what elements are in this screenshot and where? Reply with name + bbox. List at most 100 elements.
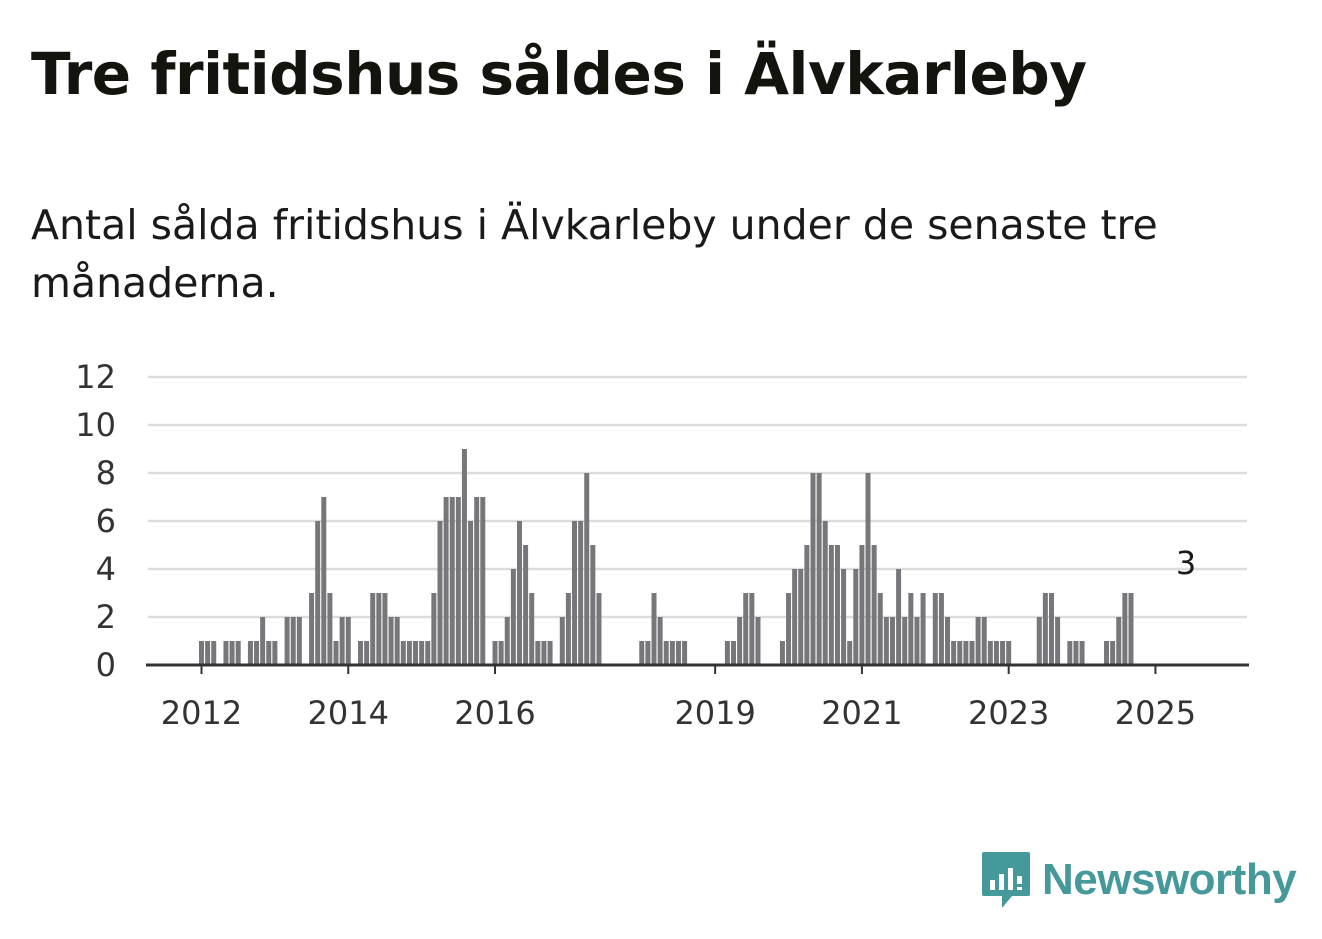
bar xyxy=(247,641,253,665)
bar xyxy=(945,617,951,665)
y-tick-label: 6 xyxy=(96,502,116,540)
bar xyxy=(859,545,865,665)
bar xyxy=(981,617,987,665)
bar xyxy=(871,545,877,665)
bar xyxy=(547,641,553,665)
bar xyxy=(394,617,400,665)
bar xyxy=(1122,593,1128,665)
bar xyxy=(425,641,431,665)
bar xyxy=(663,641,669,665)
bar xyxy=(841,569,847,665)
bar xyxy=(1079,641,1085,665)
chart-gridlines xyxy=(148,375,1247,619)
bar xyxy=(260,617,266,665)
bar xyxy=(932,593,938,665)
x-tick-label: 2016 xyxy=(454,694,535,732)
bar xyxy=(266,641,272,665)
bar xyxy=(792,569,798,665)
bar xyxy=(461,449,467,665)
bar xyxy=(364,641,370,665)
bar xyxy=(516,521,522,665)
bar xyxy=(1067,641,1073,665)
bar xyxy=(908,593,914,665)
bar xyxy=(877,593,883,665)
bar xyxy=(510,569,516,665)
bar xyxy=(847,641,853,665)
bar xyxy=(492,641,498,665)
bar xyxy=(822,521,828,665)
bar xyxy=(541,641,547,665)
bar xyxy=(468,521,474,665)
bar xyxy=(1000,641,1006,665)
bar xyxy=(951,641,957,665)
bar xyxy=(639,641,645,665)
bar xyxy=(235,641,241,665)
bar xyxy=(480,497,486,665)
bar xyxy=(920,593,926,665)
bar xyxy=(474,497,480,665)
bar xyxy=(1006,641,1012,665)
y-tick-label: 0 xyxy=(96,646,116,684)
bar xyxy=(339,617,345,665)
bar xyxy=(883,617,889,665)
bar xyxy=(1036,617,1042,665)
chart-subtitle: Antal sålda fritidshus i Älvkarleby unde… xyxy=(31,201,1158,307)
bar xyxy=(1128,593,1134,665)
page-title: Tre fritidshus såldes i Älvkarleby xyxy=(31,40,1087,108)
bar xyxy=(455,497,461,665)
bar xyxy=(675,641,681,665)
bar xyxy=(865,473,871,665)
bar xyxy=(810,473,816,665)
bar xyxy=(327,593,333,665)
x-axis-labels: 2012 2014 2016 2019 2021 2023 2025 xyxy=(161,665,1196,732)
bar xyxy=(1048,593,1054,665)
bar xyxy=(413,641,419,665)
bar xyxy=(834,545,840,665)
newsworthy-logo-icon xyxy=(982,852,1030,908)
bar xyxy=(938,593,944,665)
highlight-value-label: 3 xyxy=(1176,544,1196,582)
bar xyxy=(914,617,920,665)
bar xyxy=(896,569,902,665)
bar xyxy=(284,617,290,665)
bar xyxy=(437,521,443,665)
bar xyxy=(400,641,406,665)
bar xyxy=(816,473,822,665)
bar xyxy=(315,521,321,665)
bar xyxy=(578,521,584,665)
x-tick-label: 2025 xyxy=(1115,694,1196,732)
bar xyxy=(309,593,315,665)
bar xyxy=(755,617,761,665)
bar xyxy=(975,617,981,665)
bar xyxy=(529,593,535,665)
bar xyxy=(376,593,382,665)
bar xyxy=(388,617,394,665)
bar xyxy=(419,641,425,665)
bar xyxy=(345,617,351,665)
bar xyxy=(645,641,651,665)
bar xyxy=(449,497,455,665)
x-tick-label: 2021 xyxy=(821,694,902,732)
bar xyxy=(1055,617,1061,665)
bar xyxy=(890,617,895,665)
bar xyxy=(431,593,437,665)
bar xyxy=(963,641,969,665)
bar xyxy=(596,593,602,665)
bar xyxy=(559,617,565,665)
bar xyxy=(957,641,963,665)
x-tick-label: 2019 xyxy=(674,694,755,732)
bar xyxy=(1073,641,1079,665)
bar xyxy=(535,641,541,665)
bar xyxy=(572,521,578,665)
bar xyxy=(657,617,663,665)
bar xyxy=(504,617,510,665)
bar xyxy=(786,593,792,665)
bar xyxy=(1042,593,1048,665)
bar xyxy=(296,617,302,665)
bar xyxy=(406,641,412,665)
bar xyxy=(669,641,675,665)
chart-annotations: 3 xyxy=(1176,544,1196,582)
bar xyxy=(993,641,999,665)
bar xyxy=(382,593,388,665)
bar xyxy=(498,641,504,665)
